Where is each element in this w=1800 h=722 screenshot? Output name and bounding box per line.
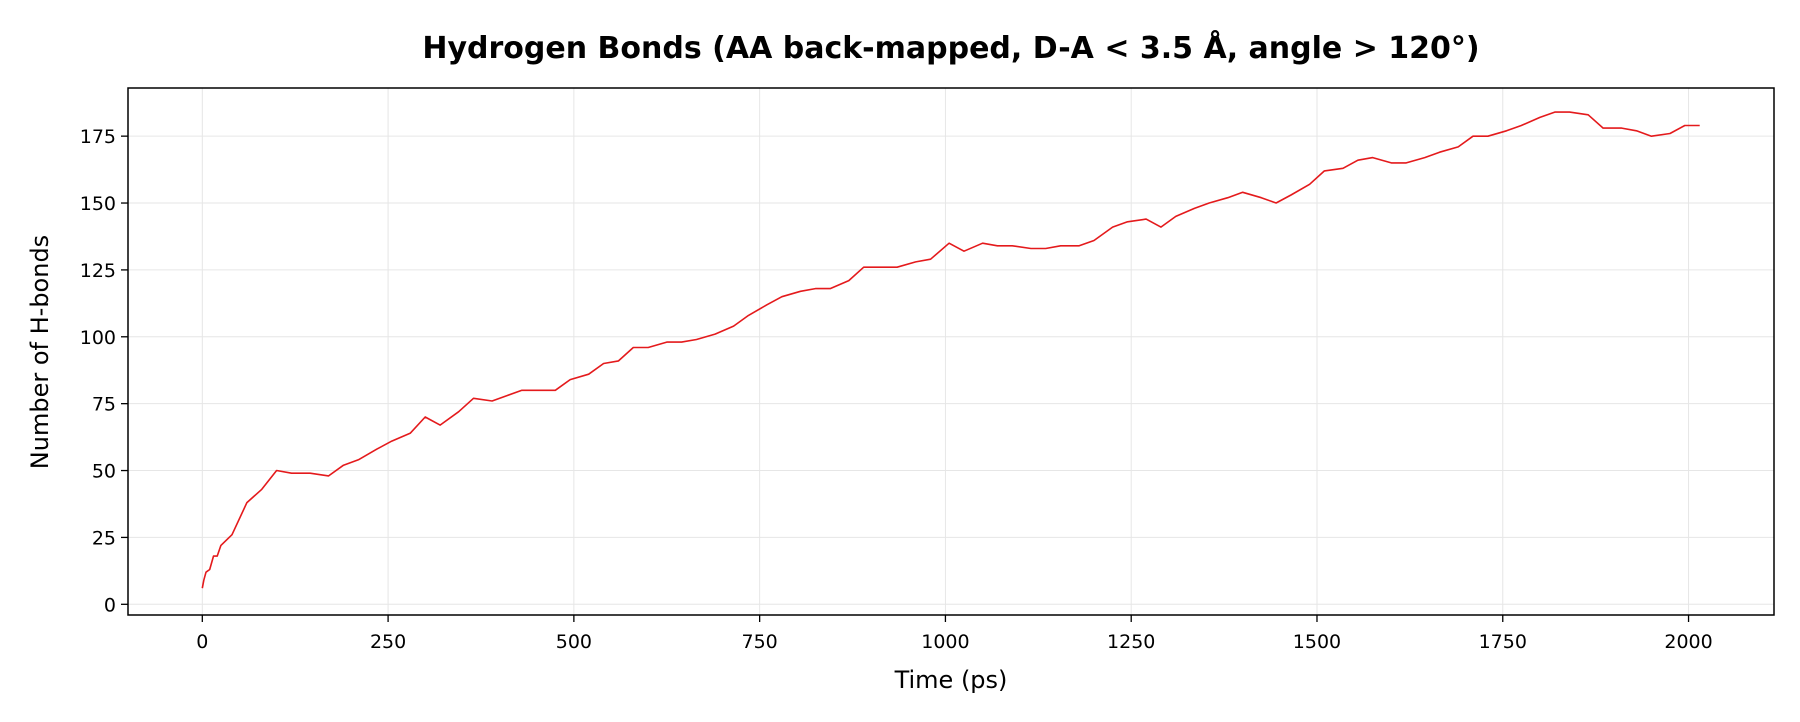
y-tick-label: 50 [92,461,116,483]
y-tick-label: 125 [80,260,116,282]
x-tick-label: 1250 [1107,631,1155,653]
plot-frame [127,87,1775,616]
grid [128,88,1774,615]
hbond-series-line [201,111,1700,589]
x-tick-label: 250 [370,631,406,653]
y-tick-label: 0 [104,594,116,616]
x-tick-label: 0 [196,631,208,653]
y-tick-label: 100 [80,327,116,349]
y-axis-label: Number of H-bonds [26,235,54,469]
axis-ticks: 0 250 500 750 1000 1250 1500 1750 2000 0 25 50 75 100… [80,126,1713,653]
y-tick-label: 25 [92,527,116,549]
x-tick-label: 1000 [921,631,969,653]
x-tick-label: 750 [742,631,778,653]
x-axis-label: Time (ps) [894,666,1008,694]
y-tick-label: 150 [80,193,116,215]
x-tick-label: 1500 [1293,631,1341,653]
x-tick-label: 1750 [1479,631,1527,653]
x-tick-label: 2000 [1664,631,1712,653]
series-group [201,111,1700,589]
y-tick-label: 75 [92,394,116,416]
chart-title: Hydrogen Bonds (AA back-mapped, D-A < 3.… [422,29,1479,66]
y-tick-label: 175 [80,126,116,148]
x-tick-label: 500 [556,631,592,653]
